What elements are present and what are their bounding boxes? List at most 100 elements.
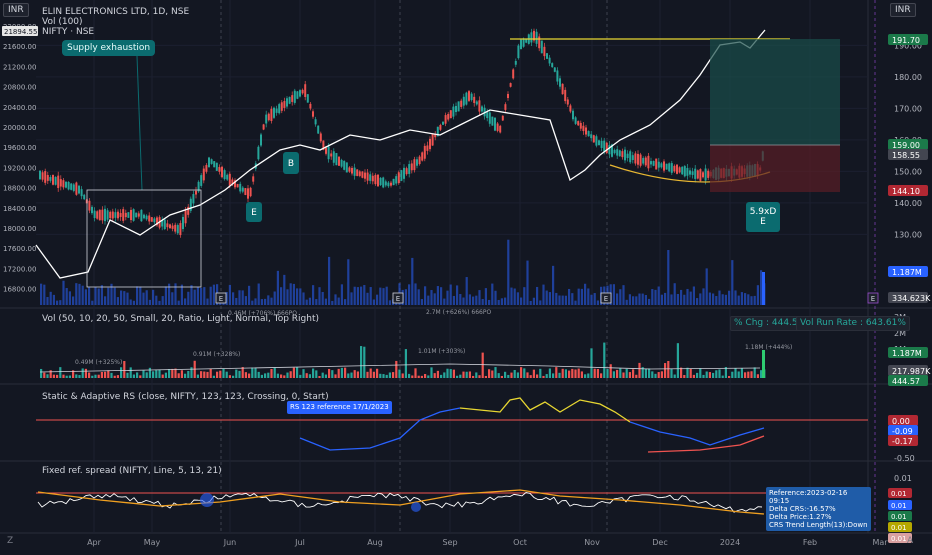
vol-pane-bar	[744, 372, 747, 378]
volume-bar	[616, 293, 619, 305]
vol-pane-bar	[635, 374, 638, 378]
candle-body	[143, 214, 145, 219]
candle-body	[72, 184, 75, 191]
volume-bar	[312, 285, 315, 305]
candle-body	[96, 211, 99, 219]
vol-pane-bar	[292, 367, 295, 378]
candle-body	[314, 119, 317, 125]
volume-bar	[523, 287, 526, 305]
volume-bar	[440, 287, 443, 305]
volume-bar	[676, 294, 679, 305]
candle-body	[452, 106, 455, 117]
volume-bar	[324, 298, 327, 305]
vol-pane-bar	[139, 375, 142, 378]
volume-bar	[177, 300, 180, 305]
vol-pane-bar	[171, 368, 174, 378]
candle-body	[663, 161, 665, 171]
vol-pane-bar	[427, 375, 430, 378]
vol-badge-bg-1	[888, 365, 928, 376]
vol-pane-bar	[468, 371, 471, 378]
volume-bar	[430, 290, 433, 305]
vol-pane-bar	[228, 375, 231, 378]
volume-bar	[286, 289, 289, 305]
vol-pane-bar	[616, 369, 619, 378]
month-tick-10: Feb	[803, 538, 817, 547]
volume-bar	[347, 259, 350, 305]
spread-badge-2: 0.01	[891, 513, 907, 521]
candle-body	[197, 181, 200, 192]
vol-pane-bar	[212, 375, 215, 378]
zoom-z-button[interactable]: Z	[7, 536, 14, 546]
rs-blue-line-2	[629, 421, 765, 446]
candle-body	[122, 209, 125, 221]
candle-body	[244, 188, 247, 196]
candle-body	[374, 174, 377, 185]
b-callout: B	[288, 159, 294, 169]
vol-pane-bar	[68, 375, 71, 378]
volume-bar	[251, 300, 254, 305]
candle-body	[400, 170, 403, 181]
auto-scale-button[interactable]: A	[907, 536, 914, 546]
vol-pane-bar	[219, 370, 222, 378]
volume-bar	[337, 297, 340, 305]
candle-body	[475, 101, 478, 105]
volume-bar	[43, 284, 46, 305]
vol-pane-bar	[728, 375, 731, 378]
volume-bar	[718, 290, 721, 305]
b-callout-bg	[283, 152, 299, 174]
vol-pane-bar	[369, 368, 372, 378]
volume-bar	[420, 299, 423, 305]
volume-bar	[270, 297, 273, 305]
vol-pane-bar	[737, 371, 740, 378]
vol-pane-bar	[558, 372, 561, 378]
rs-badge-2: -0.17	[892, 437, 913, 446]
candle-body	[179, 223, 182, 236]
price-badge-1: 159.00	[892, 141, 920, 150]
vol-pane-bar	[686, 367, 689, 378]
vol-pane-bar	[104, 371, 107, 378]
vol-pane-bar	[308, 374, 311, 378]
vol-pane-bar	[113, 375, 116, 378]
candle-body	[249, 187, 252, 197]
month-tick-5: Sep	[442, 538, 457, 547]
volume-bar	[344, 299, 347, 305]
volume-bar	[369, 287, 372, 305]
vol-annotation-3: 1.01M (+303%)	[418, 348, 466, 355]
candle-body	[657, 161, 660, 168]
vol-pane-bar	[462, 371, 465, 378]
volume-bar	[712, 293, 715, 305]
vol-pane-bar	[88, 372, 91, 378]
spread-marker-2	[411, 502, 421, 512]
vol-pane-bar	[46, 374, 49, 378]
candle-body	[236, 184, 239, 188]
month-tick-11: Mar	[872, 538, 888, 547]
volume-bar	[305, 299, 308, 305]
vol-badge-0: 1.187M	[892, 349, 922, 358]
candle-body	[293, 90, 296, 103]
vol-pane-bar	[376, 368, 379, 378]
candle-body	[267, 113, 270, 121]
candle-body	[564, 89, 567, 102]
candle-body	[106, 210, 109, 220]
candle-body	[124, 212, 127, 218]
vol-pane-bar	[574, 369, 577, 378]
candle-body	[101, 209, 104, 221]
vol-pane-bar	[347, 373, 350, 378]
volume-bar	[388, 300, 391, 305]
volume-bar	[683, 294, 686, 305]
currency-right-button[interactable]: INR	[890, 3, 916, 17]
vol-pane-bar	[644, 368, 647, 378]
vol-pane-bar	[660, 371, 663, 378]
rs-yellow-line	[459, 397, 631, 423]
candle-body	[46, 175, 49, 181]
currency-left-button[interactable]: INR	[3, 3, 29, 17]
candle-body	[278, 104, 281, 114]
candle-body	[650, 161, 652, 165]
volume-bar	[276, 270, 279, 305]
month-tick-4: Aug	[367, 538, 383, 547]
vol-pane-bar	[248, 373, 251, 378]
candle-body	[655, 158, 658, 170]
month-tick-3: Jul	[294, 538, 305, 547]
candle-body	[486, 112, 489, 119]
volume-bar	[504, 297, 507, 305]
